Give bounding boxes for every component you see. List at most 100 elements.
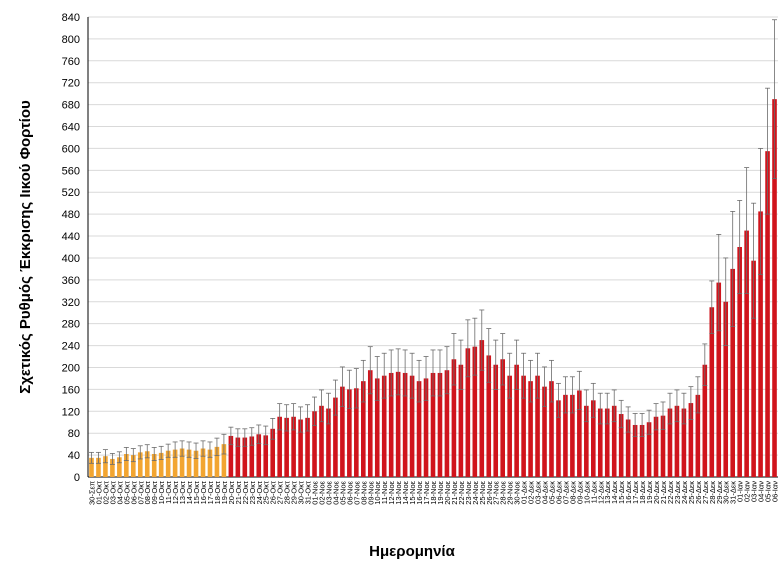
y-tick-label: 320 [62, 297, 80, 309]
bar [444, 370, 450, 477]
x-tick-label: 31-Οκτ [304, 481, 313, 504]
error-bar [158, 445, 164, 460]
bar [354, 388, 359, 477]
x-tick-label: 25-Οκτ [262, 481, 271, 504]
x-tick-label: 14-Οκτ [185, 481, 194, 504]
x-tick-label: 20-Δεκ [652, 481, 661, 504]
x-tick-label: 26-Οκτ [269, 481, 278, 504]
error-bar [305, 404, 311, 432]
error-bar [604, 392, 610, 425]
bar [270, 428, 275, 477]
y-tick-label: 520 [62, 187, 80, 199]
y-tick-label: 0 [74, 472, 80, 484]
error-bar [451, 333, 457, 386]
error-bar [284, 404, 290, 432]
x-tick-label: 23-Οκτ [248, 481, 257, 504]
error-bar [702, 343, 708, 386]
bar [117, 457, 122, 477]
bar [597, 408, 603, 477]
error-bar [151, 447, 157, 461]
bar [89, 457, 94, 477]
bar [472, 346, 478, 477]
x-tick-label: 04-Νοε [331, 480, 340, 504]
x-tick-label: 17-Οκτ [206, 481, 215, 504]
bar [144, 451, 150, 477]
bar [772, 99, 777, 478]
error-bar [751, 202, 757, 319]
y-tick-label: 400 [62, 253, 80, 265]
bar [556, 400, 561, 477]
error-bar [221, 433, 227, 455]
x-tick-label: 10-Νοε [373, 480, 382, 504]
error-bar [493, 339, 499, 390]
bar [632, 424, 638, 477]
y-tick-label: 600 [62, 143, 80, 155]
x-tick-label: 13-Δεκ [603, 481, 612, 504]
x-tick-label: 04-Δεκ [541, 481, 550, 504]
bar [221, 444, 227, 477]
x-tick-label: 09-Οκτ [150, 481, 159, 504]
bar [298, 419, 303, 477]
error-bar [500, 333, 506, 386]
x-tick-label: 04-Ιαν [757, 481, 766, 502]
x-tick-label: 10-Οκτ [157, 481, 166, 504]
bar [242, 437, 248, 477]
error-bar [688, 386, 694, 420]
x-tick-label: 04-Οκτ [115, 481, 124, 504]
bar [535, 375, 540, 477]
bar [514, 364, 519, 477]
x-tick-label: 01-Ιαν [736, 481, 745, 502]
bar [507, 375, 512, 477]
error-bar [332, 379, 338, 416]
bar [326, 408, 331, 477]
x-tick-label: 25-Νοε [478, 480, 487, 504]
y-tick-label: 480 [62, 209, 80, 221]
bar [695, 394, 701, 477]
x-tick-label: 19-Οκτ [220, 481, 229, 504]
x-tick-label: 17-Δεκ [631, 481, 640, 504]
x-tick-label: 18-Δεκ [638, 481, 647, 504]
x-tick-label: 26-Νοε [485, 480, 494, 504]
bar [409, 375, 415, 477]
error-bar [339, 366, 345, 407]
bar [716, 282, 722, 477]
x-tick-label: 06-Δεκ [554, 481, 563, 504]
bar [200, 448, 206, 477]
bar [395, 371, 401, 477]
bar [584, 405, 589, 477]
bar [451, 359, 457, 477]
x-axis-label: Ημερομηνία [369, 543, 455, 560]
bar [347, 389, 352, 477]
error-bar [479, 309, 485, 371]
y-tick-label: 720 [62, 78, 80, 90]
x-tick-label: 09-Δεκ [575, 481, 584, 504]
error-bar [430, 349, 436, 397]
error-bar [360, 359, 366, 403]
bar [103, 456, 108, 477]
error-bar [486, 328, 492, 383]
error-bar [277, 403, 283, 431]
x-tick-label: 06-Οκτ [129, 481, 138, 504]
bar [500, 359, 505, 477]
error-bar [172, 441, 178, 458]
bar [437, 372, 443, 477]
error-bar [444, 346, 450, 395]
y-tick-label: 840 [62, 12, 80, 24]
bar [758, 211, 763, 477]
x-tick-label: 21-Νοε [450, 480, 459, 504]
error-bar [521, 352, 527, 399]
x-tick-label: 10-Δεκ [582, 481, 591, 504]
bar [674, 405, 680, 477]
bar [374, 378, 380, 477]
bar [158, 452, 164, 477]
bar [402, 372, 408, 477]
bar [765, 151, 770, 477]
error-bar [765, 87, 771, 215]
error-bar [130, 448, 136, 463]
x-tick-label: 26-Δεκ [694, 481, 703, 504]
y-tick-label: 760 [62, 56, 80, 68]
bar [486, 355, 492, 477]
x-tick-label: 27-Οκτ [276, 481, 285, 504]
bar [688, 403, 694, 477]
x-tick-label: 12-Νοε [387, 480, 396, 504]
